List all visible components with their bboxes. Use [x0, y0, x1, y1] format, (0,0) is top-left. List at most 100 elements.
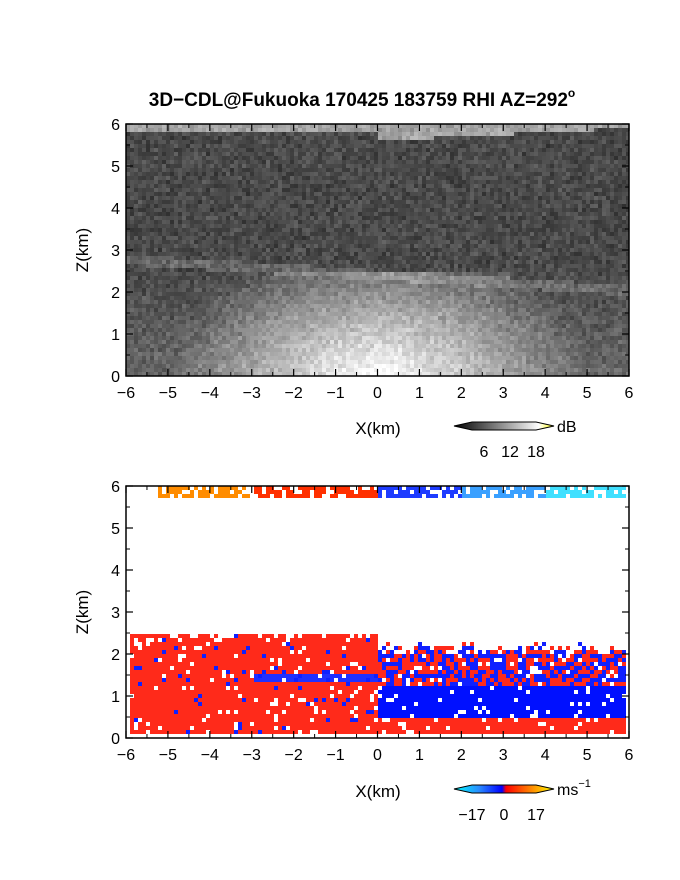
reflectivity-cell	[486, 240, 490, 244]
reflectivity-cell	[602, 132, 606, 136]
reflectivity-cell	[406, 220, 410, 224]
reflectivity-cell	[210, 276, 214, 280]
reflectivity-cell	[258, 236, 262, 240]
reflectivity-cell	[178, 220, 182, 224]
reflectivity-cell	[174, 160, 178, 164]
reflectivity-cell	[198, 136, 202, 140]
reflectivity-cell	[294, 252, 298, 256]
reflectivity-cell	[262, 204, 266, 208]
reflectivity-cell	[338, 268, 342, 272]
reflectivity-cell	[466, 260, 470, 264]
reflectivity-cell	[534, 272, 538, 276]
reflectivity-cell	[302, 228, 306, 232]
reflectivity-cell	[454, 192, 458, 196]
reflectivity-cell	[542, 152, 546, 156]
reflectivity-cell	[290, 264, 294, 268]
reflectivity-cell	[562, 160, 566, 164]
reflectivity-cell	[126, 152, 130, 156]
reflectivity-cell	[146, 232, 150, 236]
reflectivity-cell	[338, 208, 342, 212]
reflectivity-cell	[538, 260, 542, 264]
reflectivity-cell	[138, 132, 142, 136]
reflectivity-cell	[558, 212, 562, 216]
reflectivity-cell	[242, 232, 246, 236]
reflectivity-cell	[446, 168, 450, 172]
reflectivity-cell	[606, 148, 610, 152]
reflectivity-cell	[366, 272, 370, 276]
reflectivity-cell	[234, 152, 238, 156]
reflectivity-cell	[434, 260, 438, 264]
reflectivity-cell	[458, 188, 462, 192]
reflectivity-cell	[214, 220, 218, 224]
reflectivity-cell	[454, 268, 458, 272]
reflectivity-cell	[618, 276, 622, 280]
reflectivity-cell	[202, 272, 206, 276]
reflectivity-cell	[386, 212, 390, 216]
reflectivity-cell	[438, 204, 442, 208]
reflectivity-cell	[498, 240, 502, 244]
reflectivity-cell	[242, 168, 246, 172]
reflectivity-cell	[558, 236, 562, 240]
reflectivity-cell	[590, 176, 594, 180]
reflectivity-cell	[446, 248, 450, 252]
reflectivity-cell	[590, 248, 594, 252]
reflectivity-cell	[554, 212, 558, 216]
reflectivity-cell	[306, 148, 310, 152]
reflectivity-cell	[170, 220, 174, 224]
reflectivity-cell	[358, 180, 362, 184]
reflectivity-cell	[510, 276, 514, 280]
reflectivity-cell	[142, 192, 146, 196]
reflectivity-cell	[398, 184, 402, 188]
reflectivity-cell	[310, 208, 314, 212]
reflectivity-cell	[138, 208, 142, 212]
reflectivity-cell	[230, 128, 234, 132]
reflectivity-cell	[354, 180, 358, 184]
reflectivity-cell	[462, 172, 466, 176]
reflectivity-cell	[522, 256, 526, 260]
reflectivity-cell	[502, 216, 506, 220]
reflectivity-cell	[542, 164, 546, 168]
reflectivity-cell	[542, 136, 546, 140]
reflectivity-cell	[310, 220, 314, 224]
reflectivity-cell	[430, 260, 434, 264]
reflectivity-cell	[322, 176, 326, 180]
reflectivity-cell	[370, 168, 374, 172]
reflectivity-cell	[490, 268, 494, 272]
reflectivity-cell	[526, 232, 530, 236]
reflectivity-cell	[286, 252, 290, 256]
reflectivity-cell	[434, 172, 438, 176]
reflectivity-cell	[530, 208, 534, 212]
reflectivity-cell	[426, 232, 430, 236]
reflectivity-cell	[362, 220, 366, 224]
reflectivity-cell	[230, 240, 234, 244]
reflectivity-cell	[454, 200, 458, 204]
reflectivity-cell	[314, 148, 318, 152]
reflectivity-cell	[198, 216, 202, 220]
reflectivity-cell	[502, 260, 506, 264]
reflectivity-cell	[390, 244, 394, 248]
reflectivity-cell	[310, 268, 314, 272]
reflectivity-cell	[366, 256, 370, 260]
reflectivity-cell	[394, 280, 398, 284]
reflectivity-cell	[178, 184, 182, 188]
reflectivity-cell	[538, 224, 542, 228]
reflectivity-cell	[442, 124, 446, 128]
reflectivity-cell	[590, 148, 594, 152]
reflectivity-cell	[310, 152, 314, 156]
reflectivity-cell	[134, 180, 138, 184]
reflectivity-cell	[190, 216, 194, 220]
reflectivity-cell	[458, 252, 462, 256]
reflectivity-cell	[522, 200, 526, 204]
reflectivity-cell	[354, 152, 358, 156]
reflectivity-cell	[162, 228, 166, 232]
reflectivity-cell	[258, 220, 262, 224]
reflectivity-cell	[514, 156, 518, 160]
reflectivity-cell	[362, 128, 366, 132]
reflectivity-cell	[298, 280, 302, 284]
reflectivity-cell	[526, 196, 530, 200]
reflectivity-cell	[602, 268, 606, 272]
reflectivity-cell	[326, 140, 330, 144]
reflectivity-cell	[562, 140, 566, 144]
reflectivity-cell	[506, 276, 510, 280]
reflectivity-cell	[414, 192, 418, 196]
